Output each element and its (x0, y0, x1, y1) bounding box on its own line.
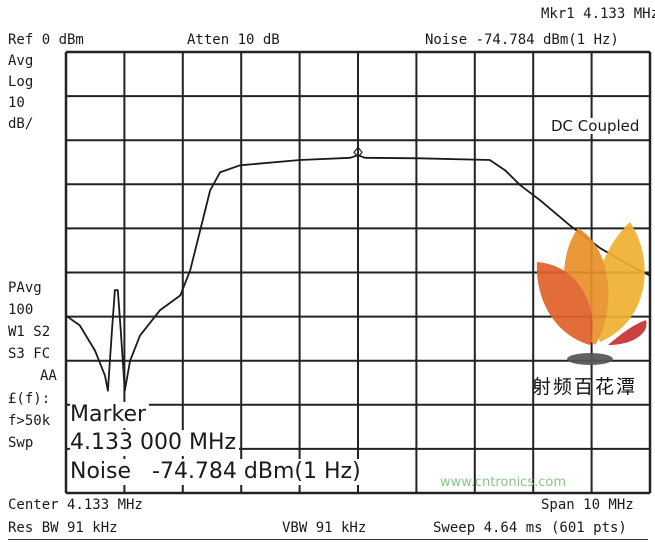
res-bw: Res BW 91 kHz (8, 520, 118, 536)
span: Span 10 MHz (541, 497, 634, 513)
avg-label: Avg (8, 53, 34, 69)
footer-divider (8, 539, 648, 540)
marker-readout: Mkr1 4.133 MHz (541, 6, 655, 22)
coupling-label: DC Coupled (551, 117, 640, 135)
log-label: Log (8, 74, 34, 90)
f50k-label: f>50k (8, 413, 51, 429)
marker-diamond (353, 146, 363, 159)
ef-label: £(f): (8, 391, 51, 407)
w1-s2: W1 S2 (8, 324, 51, 340)
center-frequency: Center 4.133 MHz (8, 497, 143, 513)
ref-level: Ref 0 dBm (8, 32, 84, 48)
scale-unit: dB/ (8, 116, 34, 132)
pavg-label: PAvg (8, 280, 42, 296)
noise-readout: Noise -74.784 dBm(1 Hz) (425, 32, 619, 48)
marker-box-frequency: 4.133 000 MHz (70, 430, 240, 456)
attenuation: Atten 10 dB (187, 32, 280, 48)
s3-fc: S3 FC (8, 346, 51, 362)
marker-box-noise: Noise -74.784 dBm(1 Hz) (70, 459, 364, 485)
marker-box-title: Marker (70, 402, 150, 428)
vbw: VBW 91 kHz (282, 520, 367, 536)
pavg-count: 100 (8, 302, 34, 318)
trace-line (65, 154, 651, 392)
swp-label: Swp (8, 435, 34, 451)
scale-value: 10 (8, 95, 25, 111)
sweep: Sweep 4.64 ms (601 pts) (433, 520, 627, 536)
aa-label: AA (40, 368, 57, 384)
